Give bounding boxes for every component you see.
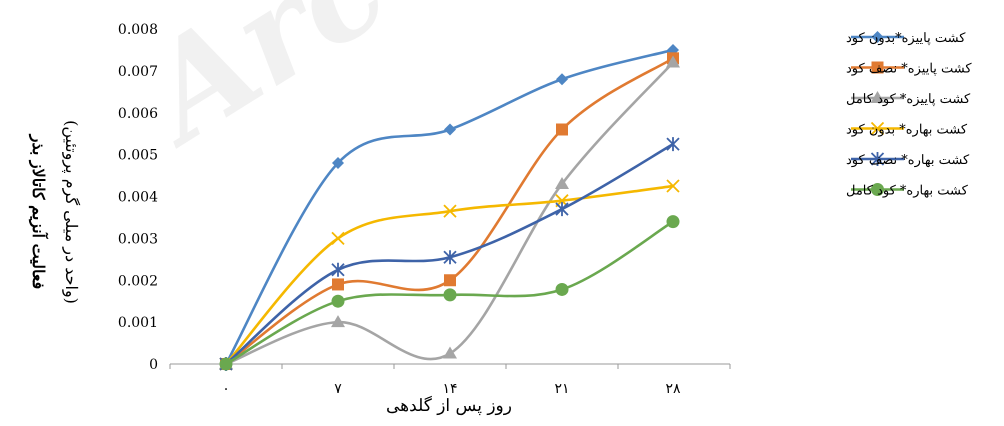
data-point-marker [666,179,680,193]
legend-item: کشت پاییزه* کود کامل [846,91,971,107]
y-tick-label: 0.003 [118,231,158,247]
data-point-marker [331,231,345,246]
legend-item: کشت بهاره* کود کامل [846,183,969,199]
y-tick-label: 0.002 [118,273,158,289]
data-point-marker [555,282,569,296]
data-point-marker [443,250,457,265]
legend-label: کشت پاییزه* نصف کود [846,62,972,77]
data-point-marker [555,176,569,189]
series-line [225,61,674,366]
data-point-marker [666,137,680,152]
legend-marker [871,61,884,74]
data-point-marker [556,73,568,86]
data-point-marker [443,346,457,359]
data-point-marker [331,262,345,277]
x-tick-label: ۱۴ [442,381,457,397]
data-point-marker [666,55,680,68]
data-point-marker [556,123,568,136]
y-axis-label-line2: (واحد در میلی گرم پروتئین) [62,120,81,304]
axes: 0 0.001 0.002 0.003 0.004 0.005 0.006 0.007 0.00… [118,22,731,397]
y-tick-label: 0.007 [118,64,158,80]
x-tick-label: ۷ [334,381,342,397]
x-tick-label: ۲۱ [554,381,569,397]
legend: کشت پاییزه*بدون کود کشت پاییزه* نصف کود کش… [846,31,972,199]
y-tick-label: 0 [149,357,158,373]
series-line [224,48,674,365]
series-layer [219,43,680,371]
data-point-marker [443,288,457,302]
data-point-marker [332,278,344,291]
legend-marker [871,31,884,43]
data-point-marker [331,294,345,308]
legend-marker [871,183,884,196]
series-6 [219,215,680,371]
x-tick-label: ۰ [222,381,230,397]
legend-item: کشت بهاره* نصف کود [846,152,970,168]
legend-label: کشت بهاره* کود کامل [846,184,969,199]
legend-marker [870,121,885,136]
y-axis-label-line1: فعالیت آنزیم کاتالاز بذر [28,134,50,289]
data-point-marker [444,123,456,136]
legend-item: کشت پاییزه* نصف کود [846,61,972,77]
series-line [225,184,674,365]
series-4 [219,179,680,371]
data-point-marker [443,204,457,218]
y-tick-label: 0.004 [118,190,158,206]
legend-item: کشت بهاره* بدون کود [846,121,968,138]
data-point-marker [219,357,233,371]
legend-label: کشت بهاره* نصف کود [846,153,970,168]
legend-item: کشت پاییزه*بدون کود [846,31,966,46]
y-tick-label: 0.005 [118,148,158,164]
y-tick-label: 0.008 [118,22,158,38]
data-point-marker [331,315,345,328]
y-tick-label: 0.006 [118,106,158,122]
legend-label: کشت پاییزه* کود کامل [846,92,971,107]
data-point-marker [332,157,344,169]
x-axis-label: روز پس از گلدهی [386,395,512,416]
legend-label: کشت بهاره* بدون کود [846,123,968,138]
legend-marker [870,91,885,103]
data-point-marker [444,274,456,287]
legend-marker [870,152,885,166]
y-tick-label: 0.001 [118,315,158,331]
legend-label: کشت پاییزه*بدون کود [846,31,966,46]
data-point-marker [666,215,680,229]
data-point-marker [555,202,569,217]
x-tick-label: ۲۸ [665,381,681,397]
